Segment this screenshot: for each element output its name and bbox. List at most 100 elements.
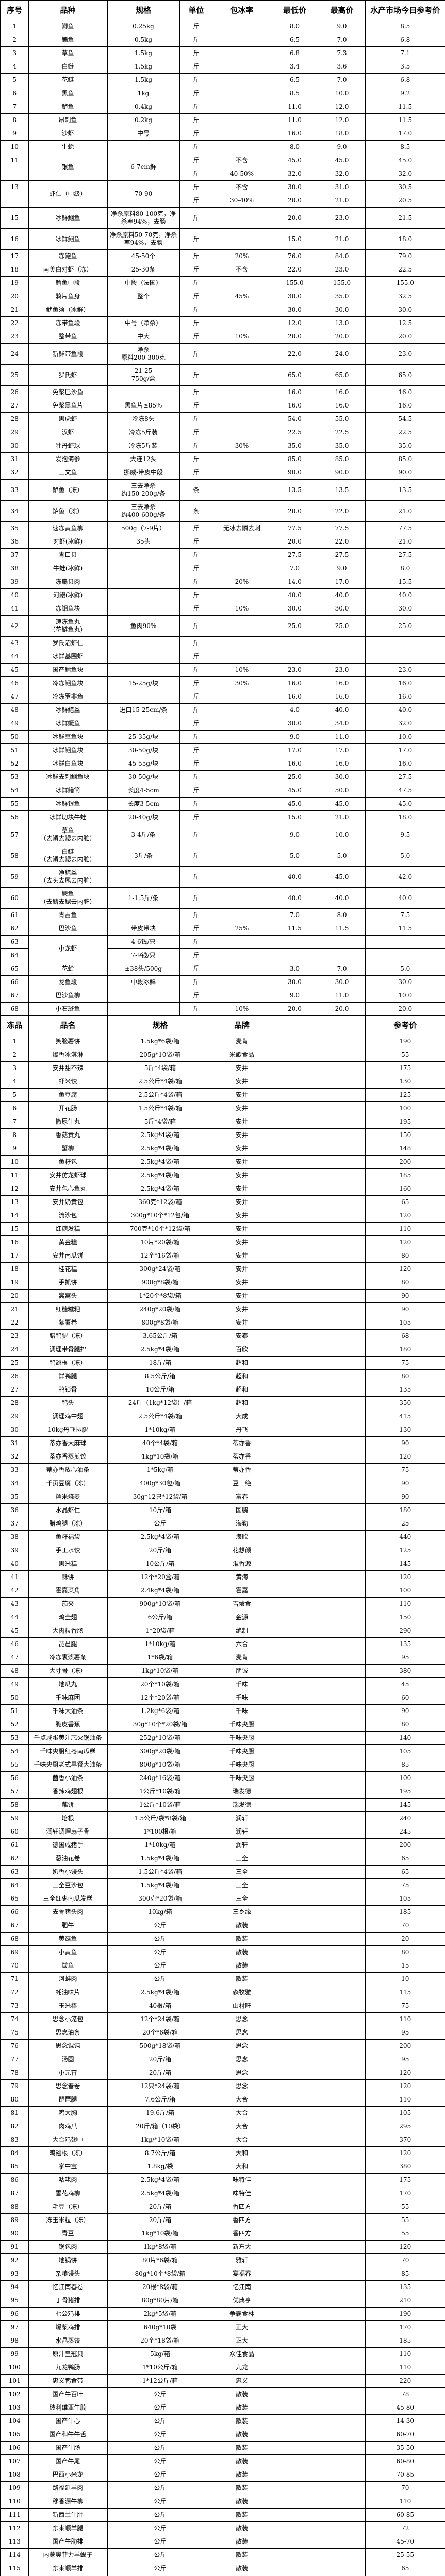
cell <box>212 452 271 466</box>
cell: 21.0 <box>318 810 366 824</box>
cell: 180 <box>365 1503 445 1517</box>
cell: 110 <box>365 2361 445 2375</box>
cell <box>318 2361 366 2375</box>
cell: 114 <box>0 2548 29 2562</box>
cell: 195 <box>365 1115 445 1129</box>
cell: 85 <box>365 1758 445 1772</box>
cell: 紫薯卷 <box>28 1316 108 1330</box>
cell <box>270 935 319 949</box>
cell: 鸡大胸 <box>28 2106 108 2120</box>
cell: 150 <box>365 1611 445 1624</box>
cell: 香四方 <box>212 2227 271 2241</box>
cell: 205g*10袋/箱 <box>107 1048 213 1062</box>
frozen-table-row: 50 千味麻团 12个*20袋/箱 千味 60 <box>0 1691 445 1705</box>
cell: 190 <box>365 2307 445 2321</box>
cell: 公斤 <box>107 2468 213 2482</box>
cell: 30.0 <box>270 602 319 616</box>
cell: 16.0 <box>270 385 319 399</box>
cell: 2.5kg*4袋/箱 <box>107 2187 213 2200</box>
cell: 手抓饼 <box>28 1276 108 1290</box>
cell: 笑脸薯饼 <box>28 1035 108 1048</box>
cell: 鱼籽福袋 <box>28 1530 108 1544</box>
cell: 散装 <box>212 2454 271 2468</box>
cell: 6公斤/箱 <box>107 1611 213 1624</box>
frozen-table-row: 51 千味大油条 1.2kg*6袋/箱 千味 90 <box>0 1704 445 1718</box>
cell: 冰鲜切块牛蛙 <box>28 810 108 824</box>
cell: 大成 <box>212 1410 271 1423</box>
cell <box>270 1235 319 1249</box>
cell: 罗氏沼虾仁 <box>28 636 108 650</box>
cell <box>212 316 271 330</box>
cell: 冰鲜鳝筒 <box>28 784 108 798</box>
cell: 300g*20袋/箱 <box>107 1744 213 1758</box>
cell <box>270 1584 319 1598</box>
cell: 11 <box>0 154 29 167</box>
cell: 鳜鱼 （去鳞去鳃去内脏） <box>28 887 108 909</box>
cell: 红糖发糕 <box>28 1222 108 1236</box>
cell: 香菇贡丸 <box>28 1128 108 1142</box>
cell: 大合 <box>212 2106 271 2120</box>
cell: 鸭翅根（冻） <box>28 1356 108 1370</box>
cell: 昂刺鱼 <box>28 113 108 127</box>
cell: 3.65公斤/箱 <box>107 1329 213 1343</box>
column-header: 序号 <box>0 0 29 20</box>
cell: 5.0 <box>365 845 445 867</box>
cell: 条 <box>179 500 213 522</box>
cell: 公斤 <box>107 1932 213 1946</box>
cell: 雅轩 <box>212 2253 271 2267</box>
cell: 鲈鱼（冻） <box>28 479 108 501</box>
cell: 斤 <box>179 588 213 602</box>
cell <box>318 1410 366 1423</box>
cell: 东来顺羊排 <box>28 2562 108 2575</box>
cell <box>270 1168 319 1182</box>
cell: 国产牛百叶 <box>28 2387 108 2401</box>
cell: 6-7cm鲜 <box>107 154 180 181</box>
cell: 整带鱼 <box>28 330 108 344</box>
frozen-table-row: 37 腊鸡腿（冻） 公斤 海勤 25 <box>0 1517 445 1531</box>
cell: 107 <box>0 2454 29 2468</box>
cell: 240g*16袋/箱 <box>107 1771 213 1785</box>
cell: 锅包肉 <box>28 2240 108 2254</box>
cell: 斤 <box>179 452 213 466</box>
cell <box>318 2374 366 2388</box>
cell: 30 <box>0 1423 29 1437</box>
cell: 8 <box>0 1128 29 1142</box>
cell: 15.5 <box>365 575 445 589</box>
cell: 50 <box>0 730 29 744</box>
cell: 9.5 <box>365 824 445 845</box>
cell: 7.0 <box>270 908 319 922</box>
cell <box>270 1825 319 1839</box>
column-header: 包冰率 <box>212 0 271 20</box>
cell: 七公鸡排 <box>28 2307 108 2321</box>
cell: 68 <box>365 1329 445 1343</box>
cell <box>270 1878 319 1892</box>
cell: 0.2kg <box>107 113 180 127</box>
aquatic-table-row: 17 冻鲍鱼 45-50个斤 20% 76.0 84.0 79.0 <box>0 249 445 263</box>
cell <box>212 770 271 784</box>
cell: 80 <box>365 1276 445 1290</box>
cell: 0.5kg <box>107 33 180 47</box>
cell: 58 <box>0 845 29 867</box>
cell: 斤 <box>179 466 213 480</box>
cell: 中段冰鲜 <box>107 975 180 989</box>
cell: 40-50% <box>212 167 271 181</box>
cell <box>212 228 271 250</box>
cell <box>365 636 445 650</box>
cell: 22.5 <box>365 263 445 277</box>
cell: 18 <box>0 1262 29 1276</box>
cell: 不含 <box>212 154 271 167</box>
frozen-table-row: 12 安井包心鱼丸 2.5kg*4袋/箱 安井 160 <box>0 1182 445 1196</box>
cell: 55 <box>0 797 29 811</box>
cell: 200 <box>365 2039 445 2053</box>
cell: 21-25 750g/盒 <box>107 364 180 386</box>
cell: 水晶蒸饺 <box>28 2334 108 2348</box>
cell: 思念小笼包 <box>28 2012 108 2026</box>
cell: 丹飞 <box>212 1423 271 1437</box>
frozen-table-row: 54 千味央厨红枣南瓜糕 300g*20袋/箱 千味央厨 105 <box>0 1744 445 1758</box>
cell: 鱼肉90% <box>107 615 180 637</box>
cell: 25-35g/块 <box>107 730 180 744</box>
frozen-table-row: 71 河蚌肉 公斤 散装 10 <box>0 1972 445 1986</box>
cell <box>270 1677 319 1691</box>
cell: 山村旺 <box>212 1999 271 2013</box>
frozen-table-row: 83 大合鸡翅中 1kg/*10袋/箱 大合 370 <box>0 2133 445 2147</box>
